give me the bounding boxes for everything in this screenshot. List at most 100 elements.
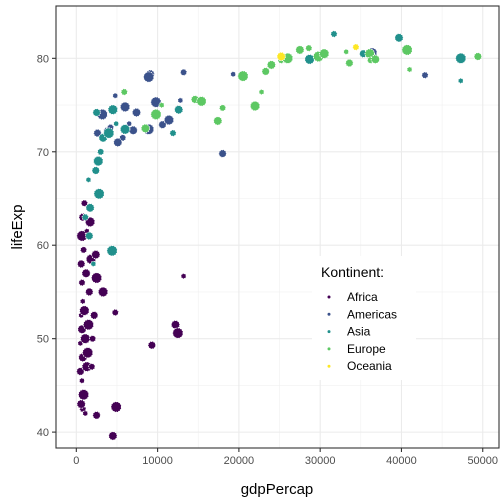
point-africa bbox=[85, 287, 94, 297]
point-asia bbox=[90, 260, 97, 267]
point-oceania bbox=[352, 43, 360, 51]
point-africa bbox=[76, 367, 85, 376]
point-asia bbox=[85, 231, 94, 241]
data-points bbox=[76, 30, 483, 441]
point-africa bbox=[97, 286, 109, 298]
point-africa bbox=[88, 335, 97, 343]
point-americas bbox=[113, 137, 123, 148]
point-africa bbox=[77, 389, 90, 401]
x-tick-label: 10000 bbox=[142, 455, 173, 467]
point-africa bbox=[82, 319, 95, 331]
x-axis-ticks: 0 10000 20000 30000 40000 50000 bbox=[73, 448, 498, 467]
point-africa bbox=[108, 431, 118, 441]
legend: Kontinent: Africa Americas Asia Europe Ocean… bbox=[312, 256, 416, 380]
y-axis-title: lifeExp bbox=[9, 204, 26, 249]
point-asia bbox=[119, 124, 131, 135]
legend-key-africa bbox=[327, 295, 331, 299]
point-americas bbox=[421, 71, 429, 79]
legend-label-asia: Asia bbox=[347, 325, 371, 339]
point-asia bbox=[97, 148, 105, 156]
point-europe bbox=[266, 60, 277, 70]
point-europe bbox=[406, 66, 413, 73]
point-asia bbox=[92, 108, 101, 117]
point-africa bbox=[79, 305, 90, 316]
y-tick-label: 70 bbox=[37, 147, 49, 159]
point-africa bbox=[90, 272, 103, 284]
y-tick-label: 40 bbox=[37, 427, 49, 439]
point-americas bbox=[143, 71, 155, 83]
x-tick-label: 40000 bbox=[386, 455, 417, 467]
legend-key-asia bbox=[327, 330, 331, 334]
point-americas bbox=[158, 120, 167, 129]
point-africa bbox=[88, 363, 96, 371]
point-europe bbox=[370, 54, 381, 64]
point-africa bbox=[76, 399, 86, 409]
point-asia bbox=[174, 105, 184, 115]
point-europe bbox=[218, 104, 227, 112]
point-europe bbox=[213, 116, 223, 126]
legend-key-oceania bbox=[327, 364, 331, 368]
point-asia bbox=[455, 52, 467, 64]
point-asia bbox=[91, 166, 101, 175]
point-americas bbox=[177, 97, 184, 104]
point-asia bbox=[169, 129, 177, 137]
point-europe bbox=[150, 108, 162, 121]
x-tick-label: 0 bbox=[73, 455, 79, 467]
plot-border bbox=[55, 5, 500, 449]
point-africa bbox=[180, 273, 187, 280]
point-americas bbox=[131, 107, 142, 118]
point-europe bbox=[318, 48, 330, 59]
point-africa bbox=[91, 249, 101, 260]
point-asia bbox=[457, 77, 464, 84]
point-asia bbox=[106, 245, 118, 257]
point-africa bbox=[80, 333, 91, 344]
point-americas bbox=[112, 92, 119, 99]
point-africa bbox=[77, 340, 84, 347]
point-africa bbox=[89, 311, 99, 320]
point-asia bbox=[394, 33, 404, 43]
point-asia bbox=[85, 203, 95, 213]
point-africa bbox=[110, 401, 122, 413]
point-oceania bbox=[276, 51, 286, 62]
point-asia bbox=[330, 30, 338, 38]
point-europe bbox=[343, 48, 350, 55]
point-europe bbox=[120, 88, 128, 96]
point-europe bbox=[401, 44, 413, 56]
point-africa bbox=[84, 216, 96, 228]
legend-items: Africa Americas Asia Europe Oceania bbox=[327, 290, 397, 373]
legend-label-africa: Africa bbox=[347, 290, 378, 304]
y-tick-label: 80 bbox=[37, 53, 49, 65]
point-africa bbox=[81, 268, 91, 278]
legend-label-oceania: Oceania bbox=[347, 359, 392, 373]
grid-minor bbox=[56, 6, 499, 448]
plot-panel bbox=[56, 6, 499, 448]
point-americas bbox=[218, 149, 227, 158]
point-asia bbox=[85, 176, 92, 183]
point-americas bbox=[179, 68, 188, 76]
point-americas bbox=[150, 96, 162, 108]
point-europe bbox=[305, 44, 313, 52]
point-europe bbox=[261, 67, 270, 76]
point-europe bbox=[295, 45, 305, 55]
point-africa bbox=[82, 347, 94, 359]
point-asia bbox=[93, 155, 104, 167]
legend-label-europe: Europe bbox=[347, 342, 386, 356]
x-tick-label: 50000 bbox=[467, 455, 498, 467]
point-africa bbox=[82, 410, 89, 417]
point-europe bbox=[196, 96, 207, 107]
point-asia bbox=[81, 213, 89, 221]
point-europe bbox=[258, 88, 265, 96]
point-asia bbox=[107, 104, 119, 115]
legend-background bbox=[312, 256, 416, 380]
x-tick-label: 20000 bbox=[224, 455, 255, 467]
point-africa bbox=[76, 259, 86, 269]
x-tick-label: 30000 bbox=[305, 455, 336, 467]
point-europe bbox=[473, 52, 483, 61]
point-europe bbox=[140, 123, 151, 134]
point-africa bbox=[172, 327, 184, 339]
point-americas bbox=[119, 101, 131, 113]
point-africa bbox=[80, 199, 89, 207]
point-africa bbox=[79, 246, 88, 254]
point-africa bbox=[170, 320, 181, 330]
